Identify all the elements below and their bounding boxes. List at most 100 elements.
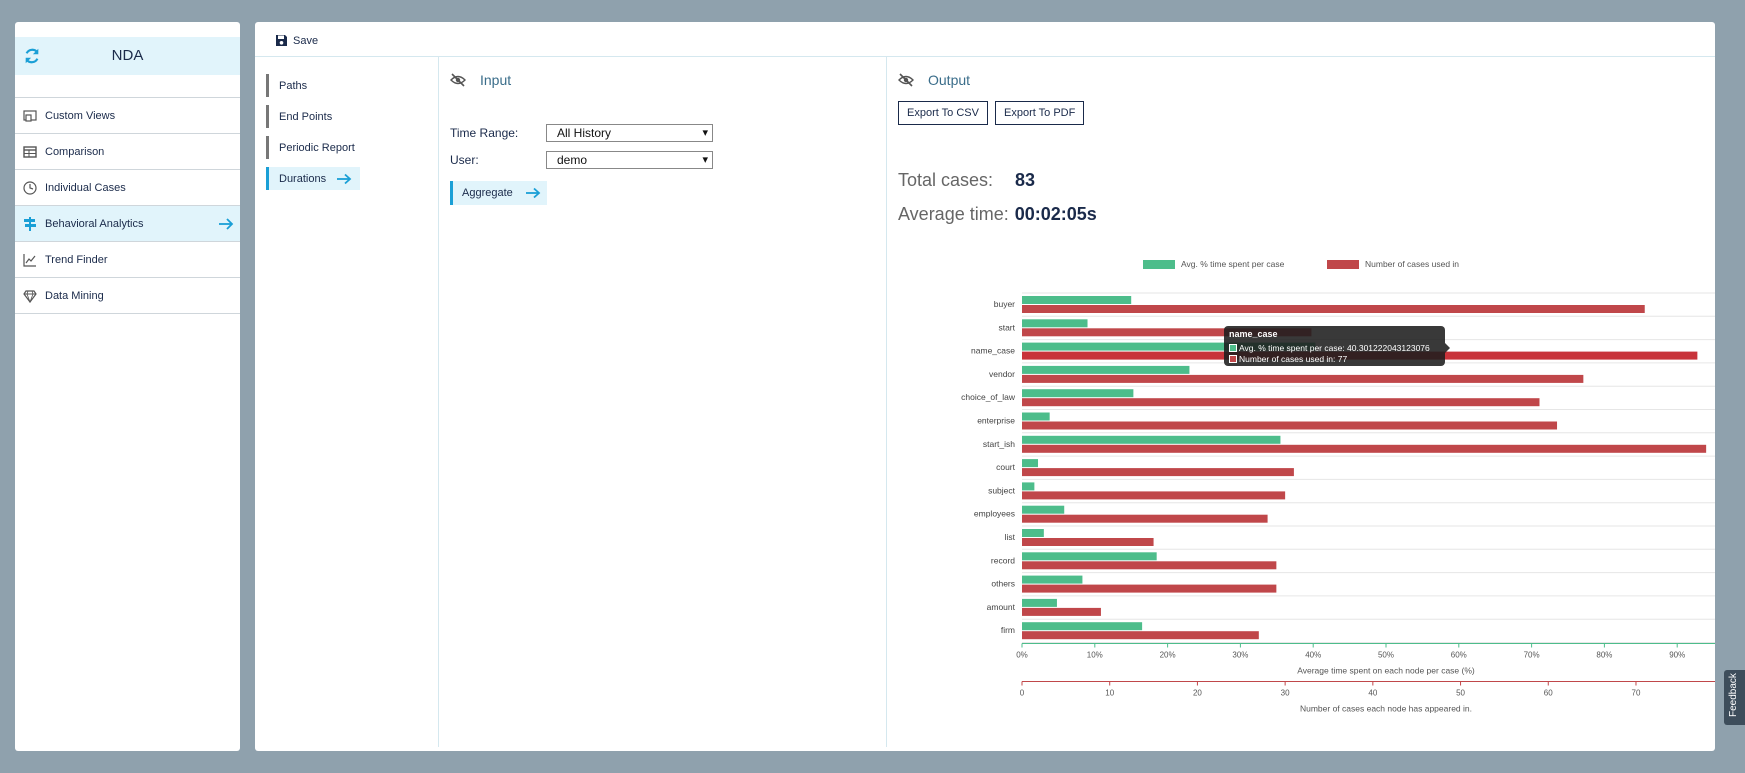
eye-slash-icon[interactable] <box>898 73 914 87</box>
chart-tooltip: name_case Avg. % time spent per case: 40… <box>1224 326 1450 366</box>
category-label: others <box>991 579 1015 589</box>
tooltip-swatch-green <box>1229 343 1237 352</box>
diamond-icon <box>23 290 37 303</box>
subnav-item-label: Durations <box>279 172 327 185</box>
aggregate-button[interactable]: Aggregate <box>450 181 547 205</box>
input-section: Input Time Range: All History User: demo… <box>439 57 887 747</box>
x-tick-label-percent: 40% <box>1305 651 1321 660</box>
bar-avg-time <box>1022 622 1143 631</box>
bar-case-count <box>1022 328 1312 337</box>
sidebar-item-label: Custom Views <box>45 109 116 122</box>
sidebar-item-label: Individual Cases <box>45 181 126 194</box>
left-panel: NDA Custom Views Comparison Individual C… <box>15 22 240 751</box>
category-label: choice_of_law <box>961 392 1016 402</box>
legend-swatch-red <box>1327 260 1359 269</box>
subnav: Paths End Points Periodic Report Duratio… <box>255 57 439 747</box>
bar-case-count <box>1022 607 1101 616</box>
bar-avg-time <box>1022 575 1083 584</box>
sidebar-item-label: Comparison <box>45 145 105 158</box>
subnav-item-durations[interactable]: Durations <box>266 167 361 190</box>
feedback-tab[interactable]: Feedback <box>1724 670 1745 725</box>
export-pdf-button[interactable]: Export To PDF <box>995 101 1085 125</box>
tooltip-line-1: Avg. % time spent per case: 40.301222043… <box>1239 342 1430 353</box>
sidebar-nav: Custom Views Comparison Individual Cases… <box>15 97 240 314</box>
subnav-item-label: End Points <box>279 110 333 123</box>
x-tick-label-count: 40 <box>1368 689 1377 698</box>
save-label: Save <box>293 34 319 47</box>
x-axis-label-count: Number of cases each node has appeared i… <box>1300 704 1472 714</box>
user-select[interactable]: demo <box>546 151 713 169</box>
legend-label-green: Avg. % time spent per case <box>1181 259 1285 269</box>
average-time-stat: Average time: 00:02:05s <box>898 204 1097 225</box>
arrow-right-icon <box>525 187 541 199</box>
feedback-label: Feedback <box>1728 673 1739 717</box>
category-label: vendor <box>989 369 1015 379</box>
custom-views-icon <box>23 110 37 122</box>
x-tick-label-percent: 60% <box>1451 651 1467 660</box>
bar-avg-time <box>1022 319 1088 328</box>
user-label: User: <box>450 153 479 167</box>
x-tick-label-count: 20 <box>1193 689 1202 698</box>
bar-case-count <box>1022 631 1259 640</box>
bar-case-count <box>1022 444 1707 453</box>
sidebar-item-data-mining[interactable]: Data Mining <box>15 278 240 314</box>
durations-chart: Avg. % time spent per case Number of case… <box>961 259 1715 714</box>
user-value: demo <box>557 153 588 167</box>
export-csv-button[interactable]: Export To CSV <box>898 101 988 125</box>
category-label: start <box>998 322 1015 332</box>
bar-case-count <box>1022 491 1286 500</box>
output-title: Output <box>928 72 971 88</box>
category-label: start_ish <box>983 439 1015 449</box>
subnav-item-paths[interactable]: Paths <box>266 74 307 97</box>
bar-avg-time <box>1022 412 1050 421</box>
x-tick-label-percent: 20% <box>1160 651 1176 660</box>
project-header: NDA <box>15 37 240 75</box>
bar-case-count <box>1022 421 1558 430</box>
sidebar-item-individual-cases[interactable]: Individual Cases <box>15 170 240 206</box>
sidebar-item-comparison[interactable]: Comparison <box>15 134 240 170</box>
x-tick-label-percent: 50% <box>1378 651 1394 660</box>
floppy-disk-icon <box>276 35 287 46</box>
tooltip-swatch-red <box>1229 354 1237 363</box>
legend-swatch-green <box>1143 260 1175 269</box>
sidebar-item-trend-finder[interactable]: Trend Finder <box>15 242 240 278</box>
category-label: firm <box>1001 625 1015 635</box>
subnav-item-periodic-report[interactable]: Periodic Report <box>266 136 355 159</box>
clock-icon <box>23 181 37 195</box>
x-tick-label-count: 0 <box>1020 689 1025 698</box>
x-tick-label-count: 70 <box>1632 689 1641 698</box>
subnav-item-label: Paths <box>279 79 308 92</box>
subnav-item-end-points[interactable]: End Points <box>266 105 332 128</box>
time-range-value: All History <box>557 126 612 140</box>
tooltip-title: name_case <box>1229 329 1278 339</box>
bar-avg-time <box>1022 342 1316 351</box>
bar-case-count <box>1022 305 1645 313</box>
total-cases-value: 83 <box>1015 170 1036 190</box>
table-icon <box>23 146 37 158</box>
toolbar: Save <box>255 22 1715 57</box>
sync-icon[interactable] <box>23 47 41 65</box>
time-range-select[interactable]: All History <box>546 124 713 142</box>
trend-icon <box>23 254 36 267</box>
sidebar-item-behavioral-analytics[interactable]: Behavioral Analytics <box>15 206 240 242</box>
sidebar-item-custom-views[interactable]: Custom Views <box>15 98 240 134</box>
bar-avg-time <box>1022 389 1134 398</box>
average-time-label: Average time: <box>898 204 1009 224</box>
category-label: subject <box>988 485 1016 495</box>
output-header: Output <box>898 72 970 88</box>
aggregate-label: Aggregate <box>462 187 513 199</box>
eye-slash-icon[interactable] <box>450 73 466 87</box>
category-label: name_case <box>971 346 1015 356</box>
x-tick-label-percent: 70% <box>1524 651 1540 660</box>
tooltip-line-2: Number of cases used in: 77 <box>1239 353 1348 364</box>
subnav-item-label: Periodic Report <box>279 141 355 154</box>
category-label: enterprise <box>977 416 1015 426</box>
save-button[interactable]: Save <box>275 34 318 47</box>
time-range-label: Time Range: <box>450 126 519 140</box>
bar-avg-time <box>1022 505 1065 514</box>
bar-avg-time <box>1022 552 1157 561</box>
bar-avg-time <box>1022 598 1057 607</box>
category-label: record <box>991 555 1015 565</box>
bar-case-count <box>1022 538 1154 546</box>
category-label: court <box>996 462 1016 472</box>
